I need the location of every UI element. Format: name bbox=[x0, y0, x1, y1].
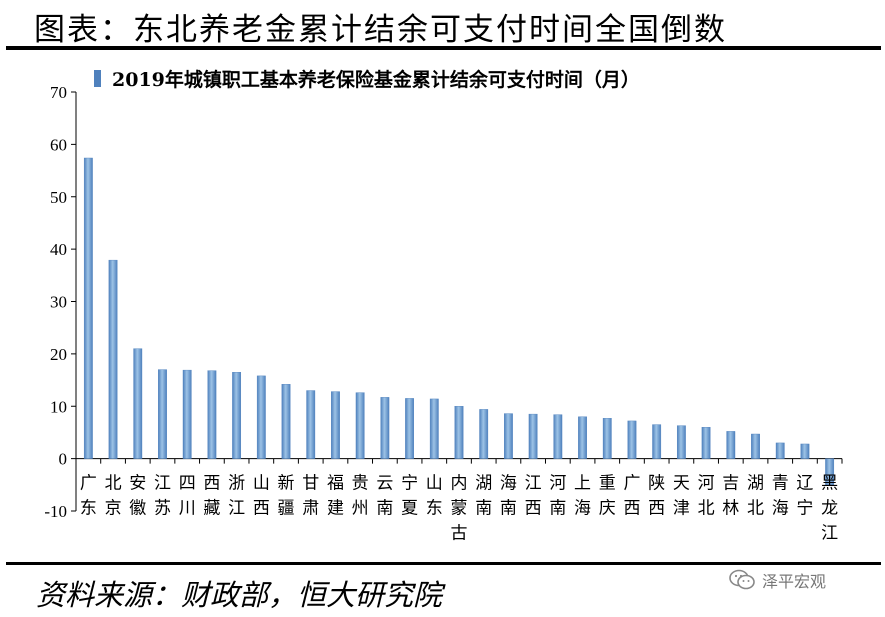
y-tick-label: 30 bbox=[50, 293, 67, 312]
bar bbox=[751, 433, 760, 459]
y-tick-label: 70 bbox=[50, 83, 67, 102]
y-tick-label: 60 bbox=[50, 135, 67, 154]
x-tick-label: 天津 bbox=[673, 474, 690, 519]
x-tick-label: 广东 bbox=[80, 474, 97, 519]
y-tick-label: 20 bbox=[50, 345, 67, 364]
x-tick-label: 河南 bbox=[549, 474, 566, 519]
bar bbox=[207, 370, 217, 459]
bar bbox=[528, 413, 538, 459]
bar bbox=[133, 348, 143, 459]
y-tick-label: -10 bbox=[44, 502, 67, 521]
bar bbox=[108, 259, 118, 459]
x-tick-label: 山东 bbox=[426, 474, 443, 519]
x-tick-label: 重庆 bbox=[599, 474, 616, 519]
bar bbox=[504, 413, 513, 459]
bar bbox=[158, 369, 167, 459]
y-tick-label: 10 bbox=[50, 397, 67, 416]
chart-legend: 2019年城镇职工基本养老保险基金累计结余可支付时间（月） bbox=[94, 68, 640, 91]
x-tick-label: 黑龙江 bbox=[821, 474, 838, 544]
bar bbox=[405, 398, 414, 459]
x-tick-label: 河北 bbox=[698, 474, 715, 519]
x-tick-label: 内蒙古 bbox=[451, 474, 468, 544]
x-tick-label: 上海 bbox=[574, 474, 591, 519]
x-tick-label: 浙江 bbox=[228, 474, 245, 519]
title-divider bbox=[6, 46, 881, 50]
bar bbox=[726, 431, 736, 459]
bar bbox=[182, 369, 192, 459]
bar bbox=[429, 398, 439, 459]
x-tick-label: 辽宁 bbox=[796, 474, 813, 519]
x-tick-label: 四川 bbox=[179, 474, 196, 519]
bar bbox=[800, 443, 810, 459]
y-axis: -10 0 10 20 30 40 50 60 70 bbox=[44, 83, 77, 521]
x-tick-label: 宁夏 bbox=[401, 474, 418, 519]
x-tick-label: 江西 bbox=[525, 474, 542, 519]
x-tick-label: 云南 bbox=[376, 474, 393, 519]
x-tick-label: 山西 bbox=[253, 474, 270, 519]
x-tick-label: 广西 bbox=[623, 474, 640, 519]
bar bbox=[454, 406, 464, 459]
x-tick-label: 福建 bbox=[327, 474, 344, 519]
x-tick-label: 海南 bbox=[500, 474, 517, 519]
x-tick-label: 贵州 bbox=[352, 474, 369, 519]
source-note: 资料来源：财政部，恒大研究院 bbox=[36, 578, 443, 612]
x-tick-label: 甘肃 bbox=[302, 474, 319, 519]
legend-label: 2019年城镇职工基本养老保险基金累计结余可支付时间（月） bbox=[112, 68, 640, 91]
bar bbox=[256, 375, 266, 459]
y-tick-label: 0 bbox=[59, 450, 68, 469]
x-tick-label: 江苏 bbox=[154, 474, 171, 519]
bar bbox=[331, 391, 340, 459]
y-tick-label: 40 bbox=[50, 240, 67, 259]
x-axis bbox=[75, 458, 843, 464]
x-tick-label: 青海 bbox=[772, 474, 789, 519]
bar bbox=[83, 157, 93, 459]
legend-swatch bbox=[94, 70, 101, 87]
bar bbox=[232, 372, 242, 459]
bar bbox=[775, 442, 785, 459]
bar bbox=[652, 424, 662, 459]
bar bbox=[825, 458, 835, 486]
x-tick-label: 湖北 bbox=[747, 474, 764, 519]
bar-series bbox=[83, 157, 835, 486]
footer-divider bbox=[6, 562, 881, 565]
bar bbox=[479, 409, 489, 459]
bar bbox=[627, 420, 637, 459]
x-tick-label: 陕西 bbox=[648, 474, 665, 519]
bar-chart: 2019年城镇职工基本养老保险基金累计结余可支付时间（月） -10 0 10 20 30… bbox=[44, 68, 843, 544]
bar bbox=[380, 397, 390, 459]
watermark: 泽平宏观 bbox=[728, 566, 868, 594]
x-tick-label: 北京 bbox=[105, 474, 122, 519]
bar bbox=[553, 414, 563, 459]
x-tick-label: 新疆 bbox=[278, 474, 295, 519]
bar bbox=[281, 384, 291, 459]
bar bbox=[306, 390, 316, 459]
bar bbox=[602, 418, 612, 459]
x-tick-label: 湖南 bbox=[475, 474, 492, 519]
x-tick-label: 西藏 bbox=[203, 474, 220, 519]
y-tick-label: 50 bbox=[50, 188, 67, 207]
x-tick-label: 吉林 bbox=[722, 474, 739, 519]
bar bbox=[578, 416, 587, 459]
page-title: 图表：东北养老金累计结余可支付时间全国倒数 bbox=[34, 12, 727, 48]
wechat-icon bbox=[729, 569, 755, 590]
bar bbox=[701, 427, 711, 459]
bar bbox=[676, 425, 686, 459]
bar bbox=[355, 392, 365, 459]
watermark-text: 泽平宏观 bbox=[762, 572, 827, 591]
x-tick-labels: 广东北京安徽江苏四川西藏浙江山西新疆甘肃福建贵州云南宁夏山东内蒙古湖南海南江西河… bbox=[80, 474, 838, 544]
x-tick-label: 安徽 bbox=[129, 474, 146, 519]
